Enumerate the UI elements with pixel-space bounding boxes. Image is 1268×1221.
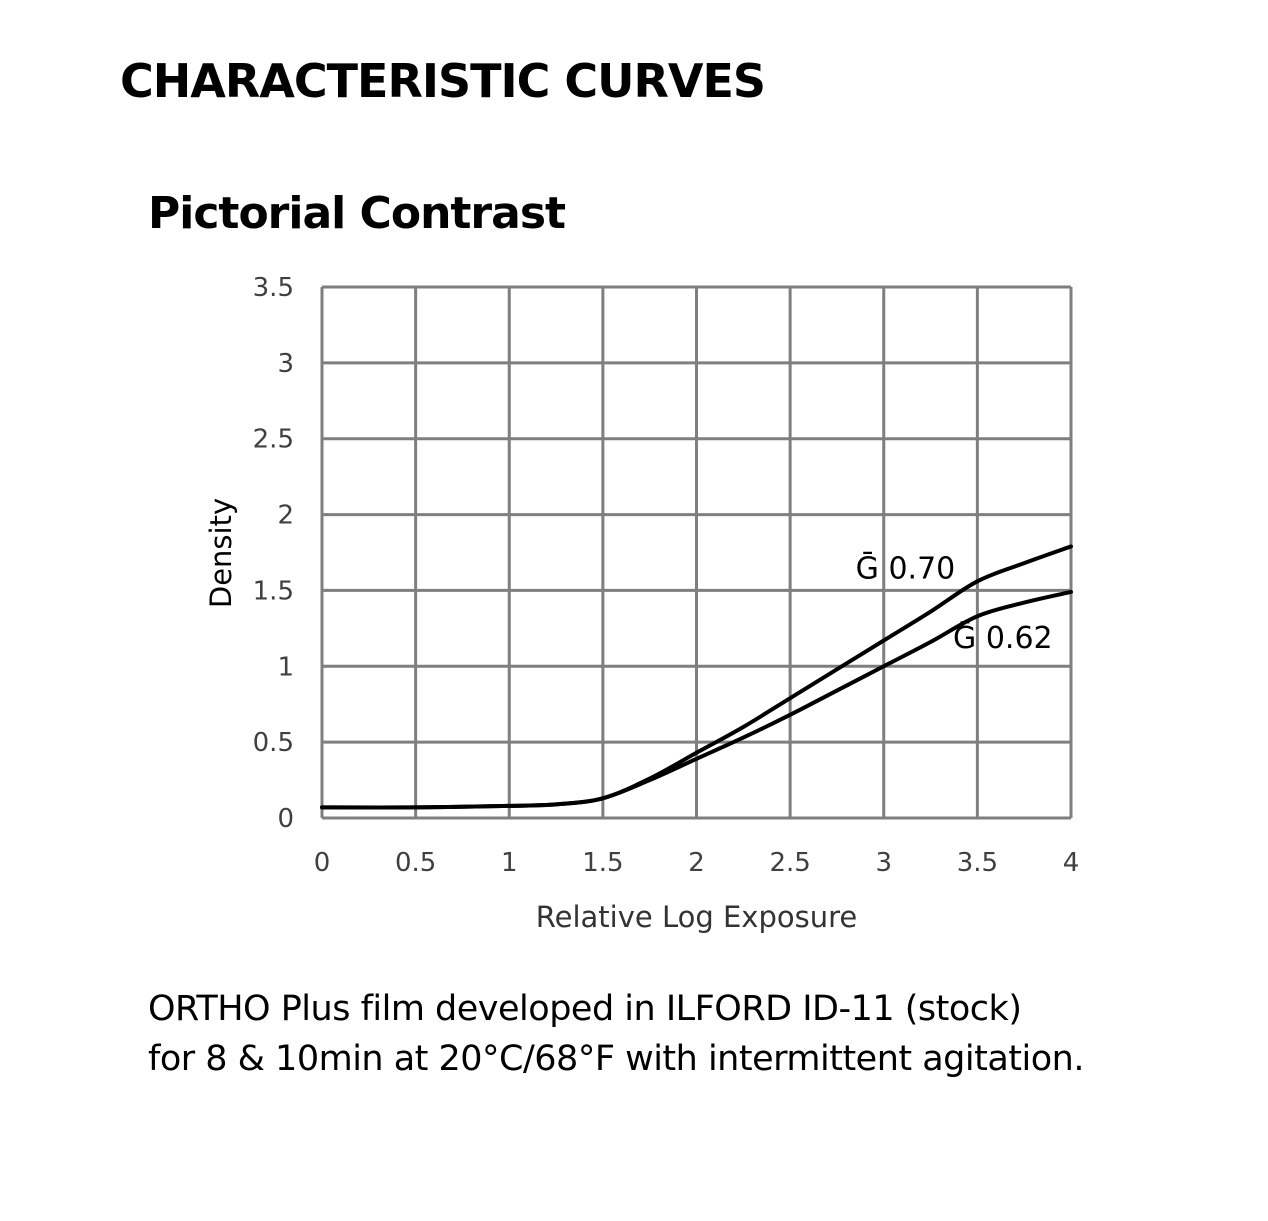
y-tick-label: 0	[277, 804, 294, 834]
series-lines	[320, 544, 1073, 810]
x-axis-label: Relative Log Exposure	[536, 900, 857, 934]
curve-annotation-1: Ḡ 0.62	[953, 620, 1053, 656]
figure-caption: ORTHO Plus film developed in ILFORD ID-1…	[148, 984, 1248, 1084]
x-tick-label: 3	[875, 848, 892, 878]
y-tick-label: 3.5	[253, 273, 294, 303]
section-title: CHARACTERISTIC CURVES	[120, 54, 766, 108]
y-tick-label: 1.5	[253, 576, 294, 606]
x-tick-label: 2.5	[769, 848, 810, 878]
caption-line-2: for 8 & 10min at 20°C/68°F with intermit…	[148, 1039, 1084, 1079]
x-tick-label: 1.5	[582, 848, 623, 878]
y-tick-label: 3	[277, 349, 294, 379]
curve-annotation-0: Ḡ 0.70	[856, 550, 956, 586]
curve-annotations: Ḡ 0.70 Ḡ 0.62	[856, 550, 1053, 656]
y-axis-label: Density	[204, 498, 238, 608]
tick-labels: 0 0.5 1 1.5 2 2.5 3 3.5 4 0 0.5 1 1.5 2 2.5 3 3.5	[253, 273, 1080, 878]
characteristic-curve-chart: 0 0.5 1 1.5 2 2.5 3 3.5 4 0 0.5 1 1.5 2 2.5 3 3.5 Ḡ 0.70…	[204, 273, 1080, 934]
x-tick-label: 1	[501, 848, 518, 878]
y-tick-label: 2	[277, 501, 294, 531]
grid	[320, 285, 1073, 820]
y-tick-label: 0.5	[253, 728, 294, 758]
caption-line-1: ORTHO Plus film developed in ILFORD ID-1…	[148, 989, 1022, 1029]
x-tick-label: 3.5	[957, 848, 998, 878]
y-tick-label: 1	[277, 652, 294, 682]
series-line-1	[320, 589, 1073, 810]
chart-title: Pictorial Contrast	[148, 188, 566, 239]
x-tick-label: 4	[1063, 848, 1080, 878]
x-tick-label: 0.5	[395, 848, 436, 878]
y-tick-label: 2.5	[253, 425, 294, 455]
x-tick-label: 0	[314, 848, 331, 878]
x-tick-label: 2	[688, 848, 705, 878]
